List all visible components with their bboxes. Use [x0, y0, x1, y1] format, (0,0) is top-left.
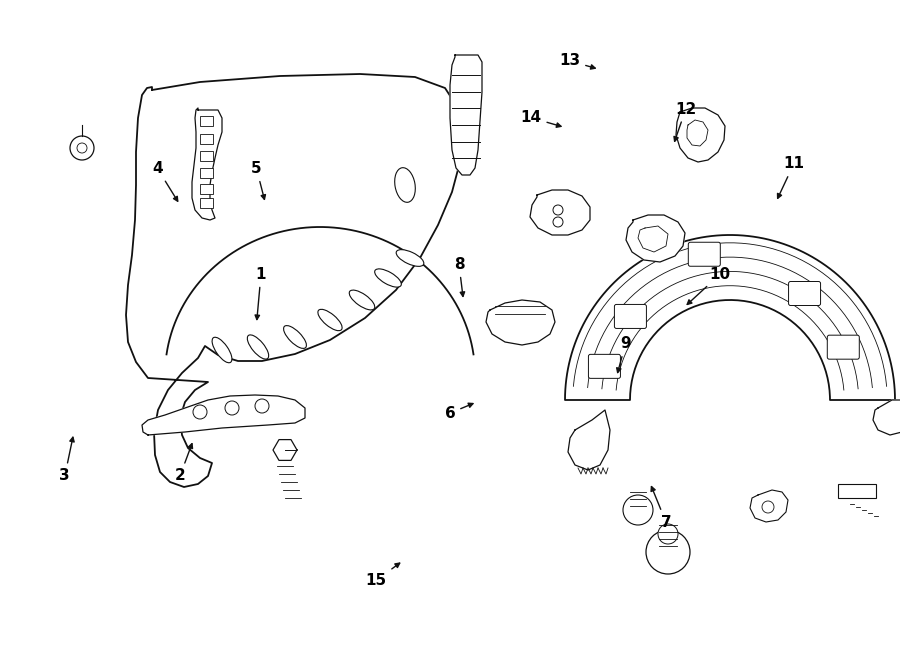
Circle shape [193, 405, 207, 419]
FancyBboxPatch shape [200, 116, 213, 126]
Polygon shape [273, 440, 297, 461]
Text: 10: 10 [688, 267, 731, 305]
Text: 13: 13 [559, 54, 595, 69]
Circle shape [623, 495, 653, 525]
Text: 2: 2 [175, 444, 193, 483]
Ellipse shape [396, 250, 424, 266]
Ellipse shape [374, 269, 401, 287]
FancyBboxPatch shape [688, 242, 720, 266]
Ellipse shape [395, 168, 415, 202]
Polygon shape [530, 190, 590, 235]
Circle shape [553, 217, 563, 227]
FancyBboxPatch shape [838, 484, 876, 498]
Circle shape [658, 524, 678, 544]
Polygon shape [486, 300, 555, 345]
FancyBboxPatch shape [200, 198, 213, 208]
Text: 4: 4 [152, 161, 177, 201]
Polygon shape [142, 395, 305, 435]
Polygon shape [565, 235, 895, 400]
FancyBboxPatch shape [200, 134, 213, 144]
FancyBboxPatch shape [615, 305, 646, 329]
Polygon shape [568, 410, 610, 470]
Polygon shape [676, 108, 725, 162]
FancyBboxPatch shape [200, 151, 213, 161]
Polygon shape [192, 108, 222, 220]
Text: 11: 11 [778, 157, 805, 198]
FancyBboxPatch shape [827, 335, 860, 359]
Polygon shape [126, 74, 462, 487]
Polygon shape [873, 400, 900, 435]
Text: 5: 5 [251, 161, 266, 200]
FancyBboxPatch shape [589, 354, 620, 378]
Circle shape [553, 205, 563, 215]
Polygon shape [450, 55, 482, 175]
FancyBboxPatch shape [788, 282, 821, 305]
Text: 3: 3 [59, 437, 74, 483]
Text: 8: 8 [454, 257, 464, 296]
Text: 14: 14 [520, 110, 561, 128]
Text: 9: 9 [616, 336, 631, 373]
Ellipse shape [212, 337, 232, 363]
Circle shape [225, 401, 239, 415]
Polygon shape [626, 215, 685, 262]
Ellipse shape [318, 309, 342, 330]
Text: 1: 1 [255, 267, 266, 319]
Circle shape [77, 143, 87, 153]
Circle shape [646, 530, 690, 574]
Text: 7: 7 [651, 486, 671, 529]
Text: 6: 6 [445, 403, 473, 420]
Text: 12: 12 [674, 102, 697, 141]
Polygon shape [750, 490, 788, 522]
Ellipse shape [349, 290, 374, 310]
FancyBboxPatch shape [200, 184, 213, 194]
Ellipse shape [284, 326, 306, 348]
Text: 15: 15 [365, 563, 400, 588]
Circle shape [70, 136, 94, 160]
Ellipse shape [248, 335, 269, 359]
FancyBboxPatch shape [200, 168, 213, 178]
Circle shape [762, 501, 774, 513]
Circle shape [255, 399, 269, 413]
